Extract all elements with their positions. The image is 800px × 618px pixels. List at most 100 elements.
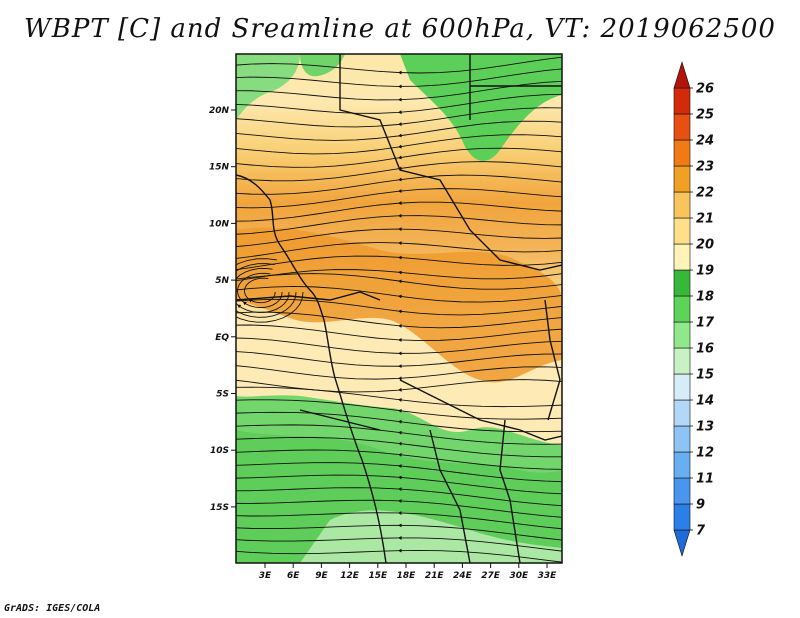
colorbar-label: 26	[696, 82, 714, 97]
colorbar-segment	[673, 347, 691, 375]
streamline	[236, 474, 562, 495]
streamline	[236, 107, 562, 128]
streamline-arrow	[398, 441, 402, 446]
streamlines	[226, 56, 562, 563]
chart-title: WBPT [C] and Sreamline at 600hPa, VT: 20…	[24, 14, 776, 44]
streamline-arrow	[398, 70, 402, 75]
streamline	[236, 215, 562, 235]
streamline	[236, 351, 562, 367]
lon-tick-label: 33E	[538, 571, 558, 581]
colorbar-segment	[673, 503, 691, 531]
streamline-arrow	[398, 144, 402, 149]
streamline-arrow	[237, 304, 242, 309]
streamline-arrow	[398, 122, 402, 126]
lat-tick-label: 10N	[209, 219, 230, 229]
streamline-arrow	[398, 227, 402, 232]
streamline-arrow	[398, 398, 402, 402]
streamline	[236, 120, 562, 141]
map-plot-area	[226, 54, 562, 563]
colorbar-segment	[673, 321, 691, 349]
colorbar: 7 9 11 12 13 14 15 16 17 18 19 20 21 22 23 24 25 26	[673, 60, 715, 558]
streamline	[236, 258, 304, 323]
lat-tick-label: EQ	[215, 333, 229, 343]
colorbar-label: 14	[696, 394, 714, 409]
colorbar-label: 20	[696, 238, 714, 253]
lon-tick-label: 21E	[425, 571, 445, 581]
lon-tick-label: 15E	[368, 571, 388, 581]
streamline-arrow	[398, 408, 402, 413]
streamline	[236, 188, 562, 209]
lat-tick-label: 15S	[210, 503, 229, 513]
colorbar-label: 11	[696, 472, 714, 487]
colorbar-top-arrow	[673, 60, 691, 89]
lat-tick-label: 5S	[216, 390, 229, 400]
colorbar-label: 23	[696, 160, 714, 175]
streamline-arrow	[398, 387, 402, 392]
streamline-arrow	[398, 536, 402, 540]
streamline	[236, 161, 562, 182]
colorbar-label: 7	[696, 524, 706, 539]
streamline-arrow	[398, 177, 402, 182]
streamline-arrow	[398, 548, 402, 553]
streamline-arrow	[398, 464, 402, 468]
colorbar-label: 16	[696, 342, 714, 357]
streamline-arrow	[398, 452, 402, 457]
colorbar-label: 21	[696, 212, 714, 227]
colorbar-segment	[673, 295, 691, 323]
streamline-arrow	[248, 298, 253, 303]
streamline-arrow	[398, 351, 402, 356]
streamline-arrow	[398, 430, 402, 435]
streamline-arrow	[398, 309, 402, 314]
streamline-arrow	[232, 307, 236, 311]
streamline-arrow	[398, 189, 402, 193]
streamline	[236, 273, 562, 290]
streamline-arrow	[398, 110, 402, 115]
colorbar-label: 19	[696, 264, 714, 279]
colorbar-label: 12	[696, 446, 714, 461]
streamline	[236, 337, 562, 354]
streamline-arrow	[398, 97, 402, 102]
green-small-patch	[300, 54, 345, 77]
streamline-arrow	[398, 364, 402, 369]
lat-tick-label: 20N	[209, 106, 230, 116]
green-south	[236, 430, 562, 563]
lon-tick-label: 9E	[315, 571, 328, 581]
streamline-arrow	[398, 213, 402, 218]
green-north-patch	[400, 54, 562, 161]
streamline	[236, 174, 562, 195]
colorbar-segment	[673, 269, 691, 297]
streamline	[236, 324, 562, 342]
streamline	[236, 134, 562, 155]
lat-tick-label: 5N	[215, 276, 229, 286]
country-borders	[236, 54, 562, 563]
streamline	[236, 242, 562, 259]
colorbar-segment	[673, 139, 691, 167]
streamline-arrow	[398, 499, 402, 503]
lon-tick-label: 24E	[453, 571, 473, 581]
colorbar-segment	[673, 425, 691, 453]
colorbar-segment	[673, 87, 691, 115]
streamline-arrow	[398, 133, 402, 138]
streamline-arrow	[398, 338, 402, 342]
colorbar-label: 25	[696, 108, 714, 123]
streamline	[236, 267, 290, 313]
colorbar-label: 17	[696, 316, 715, 331]
map-frame	[235, 53, 563, 564]
colorbar-label: 9	[696, 498, 705, 513]
streamline	[236, 68, 562, 87]
lon-tick-label: 3E	[259, 571, 272, 581]
streamline	[236, 449, 562, 470]
streamline-arrow	[398, 279, 402, 284]
streamline	[236, 379, 562, 393]
lon-tick-label: 27E	[481, 571, 501, 581]
lon-tick-label: 30E	[509, 571, 529, 581]
streamline-arrow	[398, 475, 402, 480]
streamline-arrow	[226, 310, 230, 314]
colorbar-segment	[673, 191, 691, 219]
streamline	[236, 311, 562, 329]
streamline	[236, 424, 562, 445]
orange-core	[236, 227, 562, 383]
streamline	[236, 462, 562, 483]
colorbar-segment	[673, 165, 691, 193]
